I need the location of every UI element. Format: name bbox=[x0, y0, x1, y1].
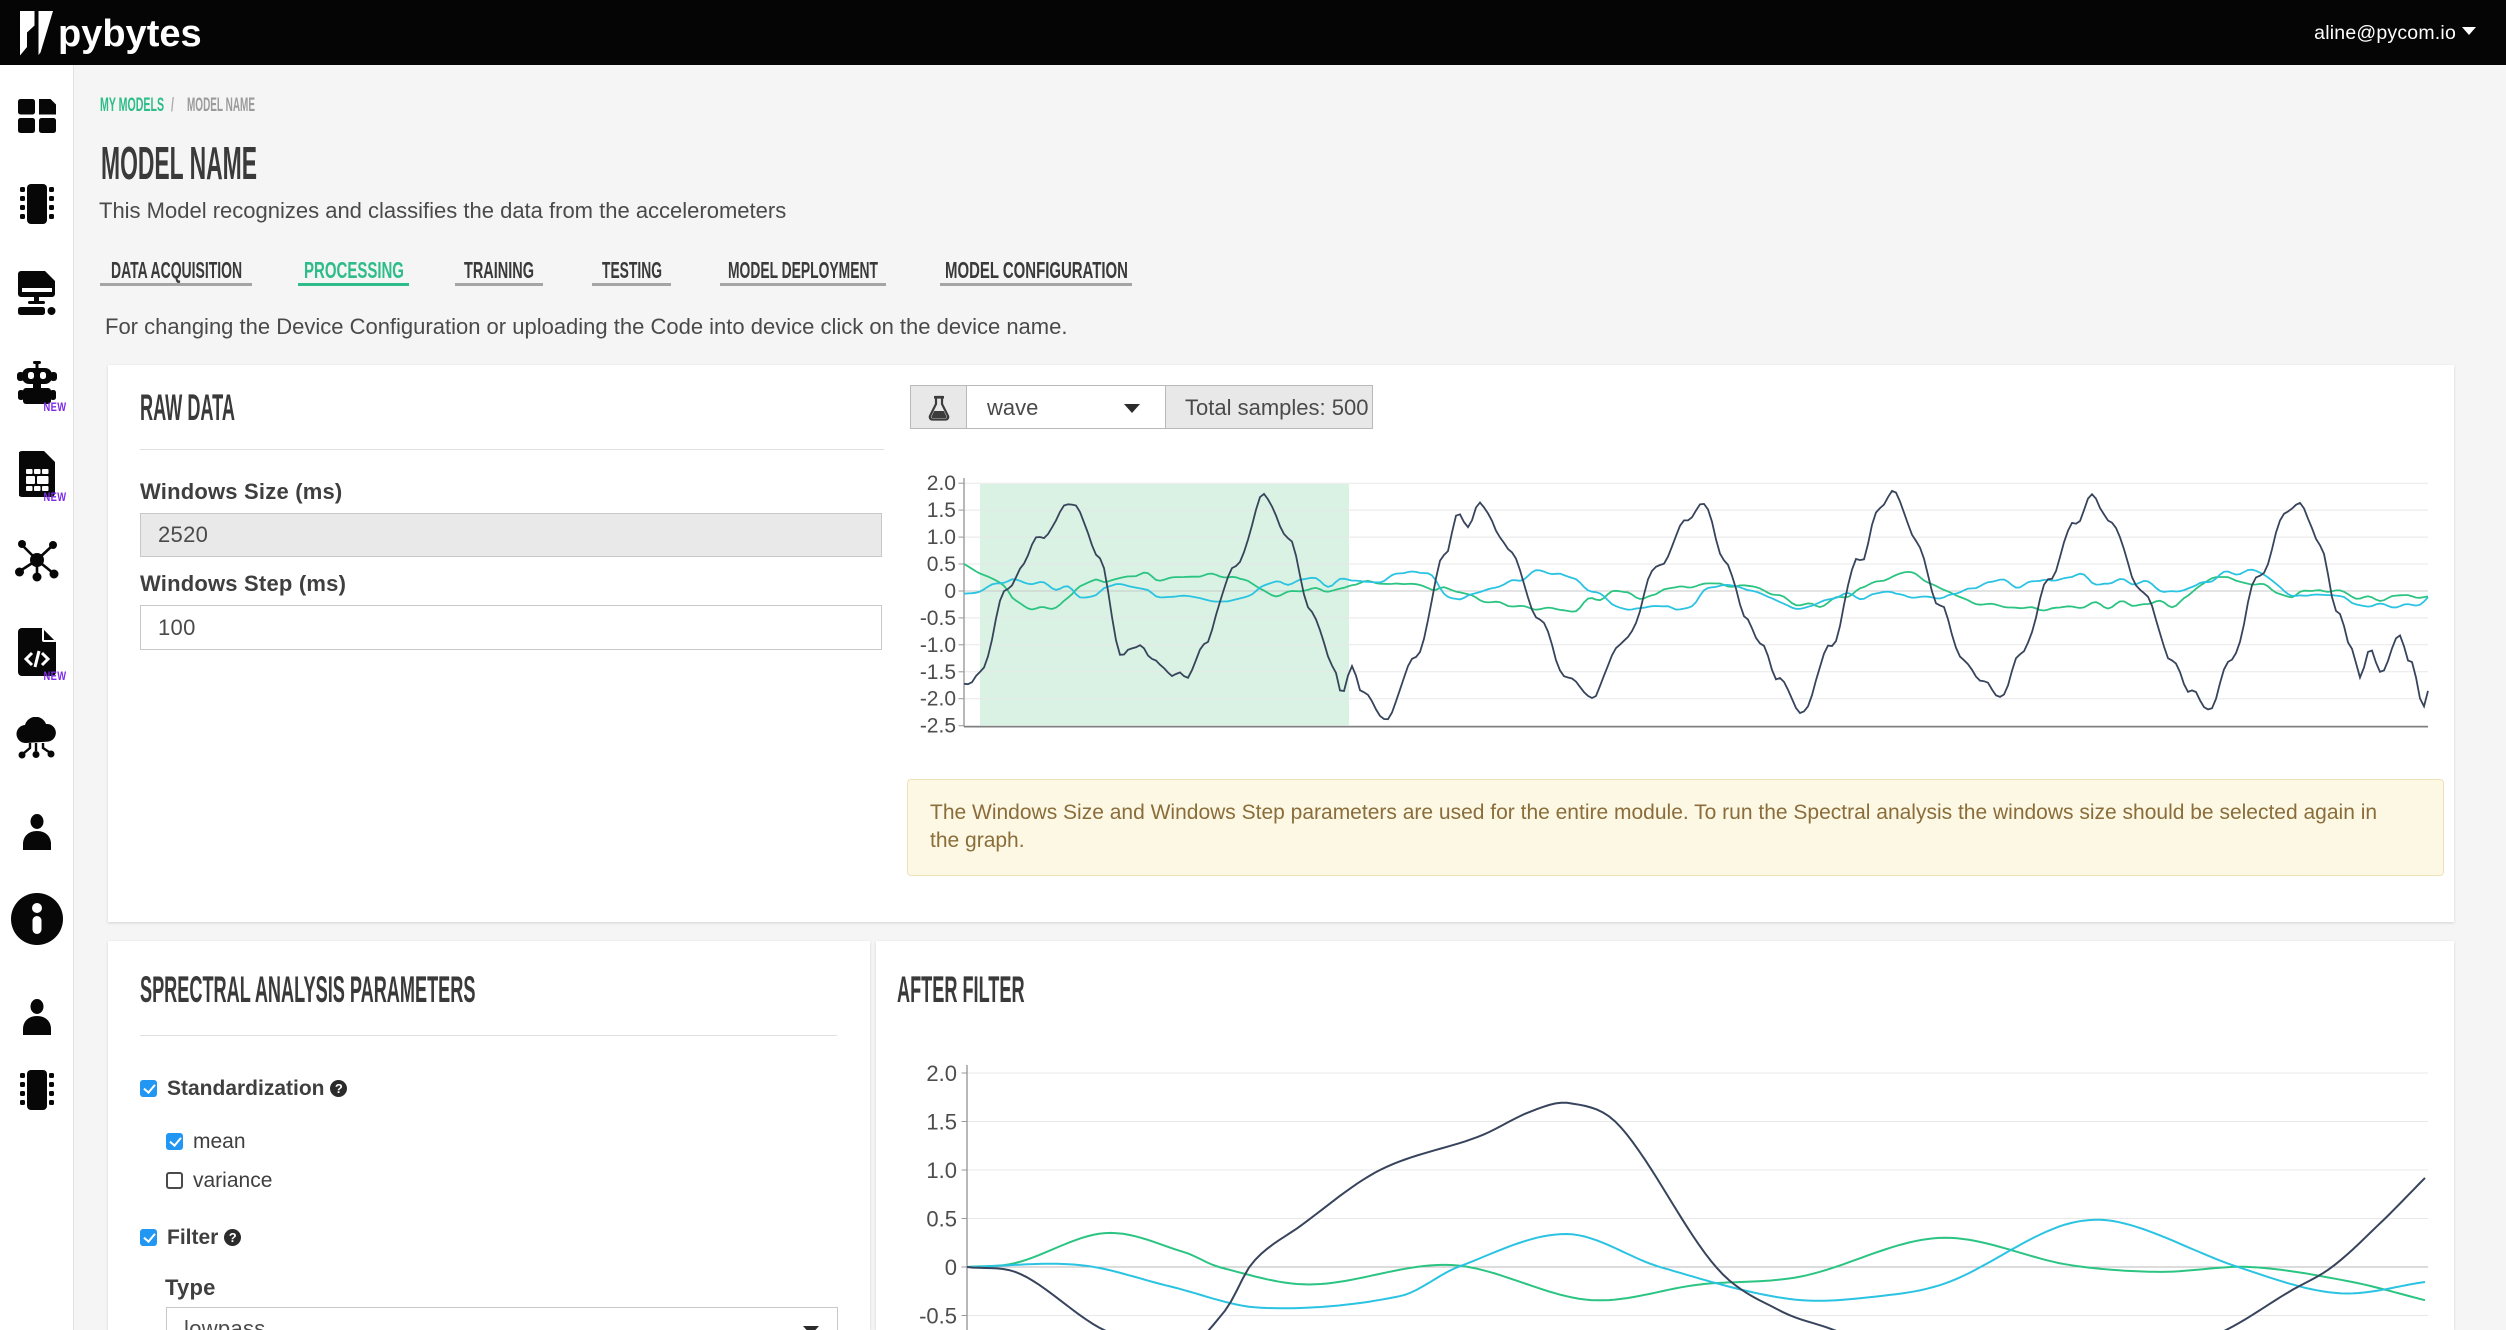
svg-text:-0.5: -0.5 bbox=[920, 1304, 957, 1329]
svg-text:2.0: 2.0 bbox=[927, 472, 956, 495]
svg-text:-2.5: -2.5 bbox=[920, 715, 956, 738]
svg-text:-1.5: -1.5 bbox=[920, 661, 956, 684]
svg-text:1.5: 1.5 bbox=[926, 1110, 957, 1135]
svg-text:2.0: 2.0 bbox=[926, 1061, 957, 1086]
svg-text:1.0: 1.0 bbox=[926, 1158, 957, 1183]
svg-text:-0.5: -0.5 bbox=[920, 607, 956, 630]
svg-text:0: 0 bbox=[945, 1255, 957, 1280]
svg-text:0: 0 bbox=[944, 580, 956, 603]
svg-text:1.5: 1.5 bbox=[927, 499, 956, 522]
svg-text:0.5: 0.5 bbox=[926, 1207, 957, 1232]
svg-text:-1.0: -1.0 bbox=[920, 634, 956, 657]
svg-text:0.5: 0.5 bbox=[927, 553, 956, 576]
svg-text:-2.0: -2.0 bbox=[920, 688, 956, 711]
svg-text:pybytes: pybytes bbox=[58, 13, 202, 55]
svg-text:1.0: 1.0 bbox=[927, 526, 956, 549]
